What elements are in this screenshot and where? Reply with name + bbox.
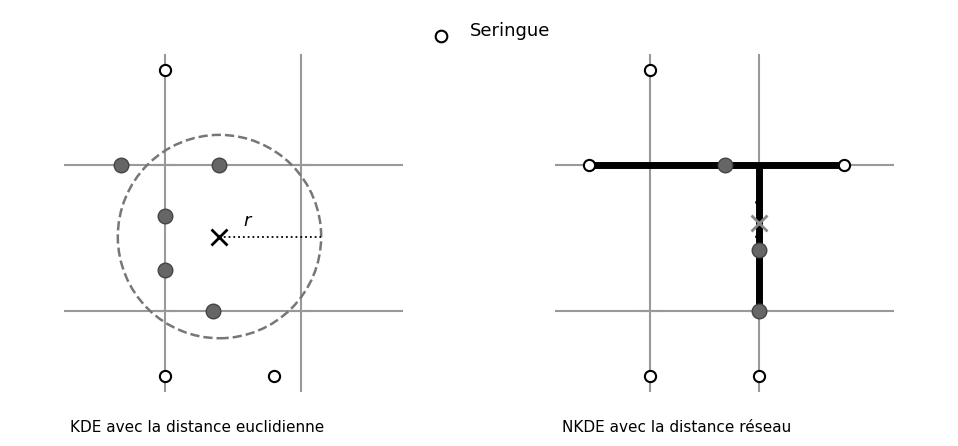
Point (212, 162, 227, 169)
Text: KDE avec la distance euclidienne: KDE avec la distance euclidienne (70, 420, 325, 434)
Point (113, 162, 128, 169)
Point (718, 162, 733, 169)
Point (266, 372, 282, 379)
Point (751, 247, 766, 254)
Point (751, 308, 766, 315)
Point (836, 162, 852, 169)
Text: Seringue: Seringue (469, 22, 550, 40)
Point (433, 32, 448, 39)
Point (157, 372, 172, 379)
Point (157, 67, 172, 74)
Point (205, 308, 220, 315)
Point (643, 372, 658, 379)
Text: NKDE avec la distance réseau: NKDE avec la distance réseau (562, 420, 791, 434)
Point (157, 213, 172, 220)
Point (751, 372, 766, 379)
Point (157, 267, 172, 274)
Point (643, 67, 658, 74)
Point (582, 162, 597, 169)
Text: r: r (243, 212, 251, 231)
